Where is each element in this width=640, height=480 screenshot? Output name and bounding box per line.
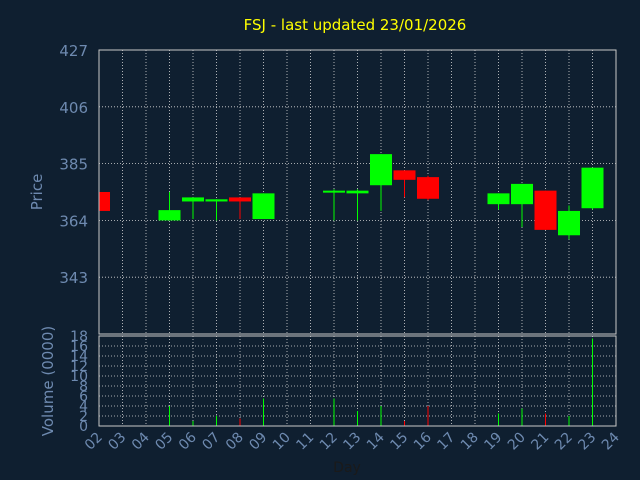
- candle-body: [205, 199, 228, 202]
- price-tick-label: 406: [59, 99, 88, 117]
- candle-body: [393, 170, 416, 180]
- volume-tick-label: 4: [79, 399, 88, 415]
- price-y-ticks: 427 406 385 364 343: [59, 42, 88, 287]
- candle-body: [229, 197, 251, 202]
- volume-tick-label: 0: [79, 419, 88, 435]
- candle-body: [370, 154, 392, 186]
- volume-panel-frame: [98, 335, 617, 427]
- x-axis-label: Day: [333, 460, 361, 476]
- price-tick-label: 343: [59, 269, 88, 287]
- candle-body: [323, 190, 345, 193]
- chart-title: FSJ - last updated 23/01/2026: [244, 16, 467, 34]
- volume-tick-label: 10: [70, 369, 88, 385]
- candle-body: [99, 192, 110, 211]
- candle-body: [346, 190, 369, 194]
- candle-body: [558, 210, 580, 236]
- candle-body: [487, 193, 510, 205]
- volume-tick-label: 12: [70, 359, 88, 375]
- price-tick-label: 364: [59, 212, 88, 230]
- candles: [98, 154, 604, 240]
- volume-tick-label: 18: [70, 329, 88, 345]
- price-panel-frame: [98, 49, 617, 335]
- volume-tick-label: 6: [79, 389, 88, 405]
- volume-tick-label: 16: [70, 339, 88, 355]
- candle-body: [511, 183, 533, 205]
- price-axis-label: Price: [28, 174, 46, 211]
- candle-body: [534, 190, 557, 230]
- candle-body: [581, 167, 604, 209]
- candle-body: [182, 197, 204, 202]
- x-ticks: 02 03 04 05 06 07 08 09 10 11 12 13 14 15 16 17 18 19 20 21…: [82, 429, 623, 453]
- volume-tick-label: 14: [70, 349, 88, 365]
- candle-body: [158, 210, 181, 221]
- candle-body: [252, 193, 275, 220]
- candle-body: [417, 177, 439, 199]
- volume-axis-label: Volume (0000): [39, 326, 57, 436]
- price-tick-label: 427: [59, 42, 88, 60]
- price-tick-label: 385: [59, 156, 88, 174]
- volume-bars: [169, 338, 593, 426]
- volume-tick-label: 2: [79, 409, 88, 425]
- volume-tick-label: 8: [79, 379, 88, 395]
